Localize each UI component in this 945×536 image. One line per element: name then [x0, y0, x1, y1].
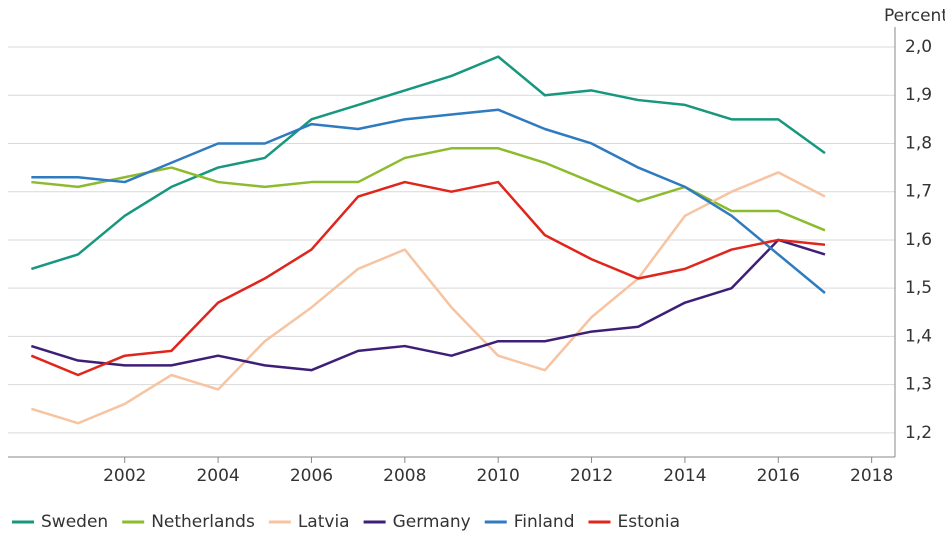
y-tick-label: 1,2	[905, 423, 932, 443]
y-tick-label: 1,7	[905, 182, 932, 202]
legend-label: Netherlands	[151, 512, 255, 532]
y-tick-label: 1,5	[905, 278, 932, 298]
x-tick-label: 2010	[477, 466, 520, 486]
x-tick-label: 2018	[850, 466, 893, 486]
legend-label: Germany	[393, 512, 471, 532]
y-tick-label: 1,9	[905, 85, 932, 105]
x-tick-label: 2006	[290, 466, 333, 486]
series-line	[31, 147, 826, 232]
series-line	[30, 171, 826, 425]
legend-label: Finland	[514, 512, 575, 532]
legend-label: Latvia	[298, 512, 350, 532]
x-tick-label: 2004	[196, 466, 239, 486]
y-tick-label: 1,6	[905, 230, 932, 250]
y-tick-label: 2,0	[905, 37, 932, 57]
x-tick-label: 2002	[103, 466, 146, 486]
series-line	[31, 108, 826, 294]
x-tick-label: 2014	[663, 466, 706, 486]
y-tick-label: 1,8	[905, 133, 932, 153]
y-tick-label: 1,3	[905, 375, 932, 395]
series-line	[30, 180, 826, 377]
legend-label: Sweden	[41, 512, 108, 532]
series-line	[30, 55, 826, 271]
y-axis-label: Percent	[884, 6, 945, 26]
x-tick-label: 2012	[570, 466, 613, 486]
x-tick-label: 2008	[383, 466, 426, 486]
y-tick-label: 1,4	[905, 326, 932, 346]
series-line	[30, 238, 826, 372]
x-tick-label: 2016	[757, 466, 800, 486]
legend-label: Estonia	[617, 512, 680, 532]
